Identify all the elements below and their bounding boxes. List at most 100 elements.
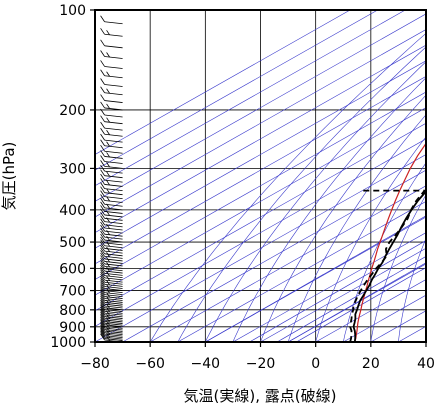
wind-barb [100,271,123,281]
wind-barb-staff [104,329,123,332]
wind-barb-staff [104,211,123,214]
wind-barb [100,326,123,336]
wind-barb-staff [104,335,123,339]
wind-barb [100,218,123,228]
wind-barb-flag [100,230,105,238]
wind-barb-staff [104,175,123,179]
wind-barb-flag [100,321,105,329]
skewed-isotherm [95,10,351,155]
wind-barb-staff [104,305,123,309]
sounding-series [349,142,426,342]
y-tick-label: 1000 [50,335,86,351]
wind-barb-staff [104,292,123,296]
wind-barb-staff [104,156,123,159]
wind-barb-staff [104,256,123,259]
wind-barb-flag [100,108,105,116]
wind-barb-staff [104,336,123,340]
skewed-isotherm [232,232,426,342]
wind-barb-flag [100,299,105,307]
wind-barb-flag [106,180,110,186]
wind-barb-flag [106,117,110,123]
wind-barb-flag [100,252,105,260]
wind-barb-flag [100,267,105,274]
wind-barb-staff [104,192,123,196]
y-tick-label: 700 [59,284,86,300]
dry-adiabat [343,162,426,342]
wind-barb-staff [104,303,123,307]
wind-barb-staff [104,250,123,254]
wind-barb-staff [104,166,123,169]
y-tick-label: 500 [59,235,86,251]
y-tick-label: 600 [59,261,86,277]
wind-barb-flag [100,144,105,152]
wind-barb-flag [100,316,105,324]
wind-barb-staff [104,286,123,289]
x-tick-label: −60 [135,356,165,372]
wind-barb-staff [104,332,123,336]
wind-barb [100,139,123,149]
wind-barb-staff [104,330,123,334]
wind-barb-staff [104,21,123,25]
wind-barb-flag [100,271,105,279]
wind-barb-staff [104,300,123,303]
wind-barb-staff [104,236,123,240]
wind-barb-flag [106,88,110,94]
mixing-ratio-line [249,240,426,342]
wind-barb [100,94,123,103]
wind-barb [100,178,123,187]
skewed-isotherm [95,60,426,249]
wind-barb-flag [100,286,105,293]
wind-barb [100,324,123,334]
wind-barb-staff [104,279,123,283]
wind-barb-flag [100,128,105,135]
wind-barb [100,329,123,339]
wind-barb-flag [100,39,105,47]
wind-barb [100,250,123,259]
wind-barb [100,262,123,272]
wind-barb-flag [100,60,105,67]
series-line-solid-red [354,142,426,342]
wind-barb-flag [100,242,105,249]
wind-barb-staff [104,294,123,298]
y-tick-label: 200 [59,103,86,119]
wind-barb-flag [100,323,105,330]
wind-barb-staff [104,127,123,131]
wind-barb-staff [104,239,123,243]
wind-barb [100,39,123,49]
wind-barb-flag [100,205,105,212]
wind-barb-flag [100,313,105,321]
wind-barb-flag [106,52,110,58]
wind-barb-staff [104,179,123,183]
wind-barb [100,236,123,246]
dry-adiabat [260,94,426,342]
wind-barb-staff [104,133,123,137]
wind-barb-flag [106,188,110,194]
wind-barb [100,313,123,323]
wind-barb-flag [100,310,105,317]
wind-barb-flag [100,169,105,176]
wind-barb-flag [100,164,105,172]
wind-barb-flag [100,315,105,322]
wind-barb [100,247,123,257]
y-tick-label: 800 [59,303,86,319]
series-line-solid [352,190,426,342]
x-tick-label: 40 [417,356,435,372]
wind-barb [100,303,123,313]
wind-barb [100,320,123,329]
dry-adiabat [315,136,426,342]
wind-barb-staff [104,268,123,272]
wind-barb-staff [104,188,123,192]
wind-barb-flag [100,178,105,185]
skewed-isotherm [343,294,426,342]
wind-barb [100,115,123,125]
wind-barb-flag [100,327,105,335]
wind-barb-staff [104,283,123,287]
wind-barb [100,233,123,243]
dry-adiabat [398,237,426,342]
wind-barb-flag [100,221,105,229]
wind-barb [100,155,123,164]
adiabat-lines [95,10,426,342]
wind-barb-staff [104,312,123,316]
wind-barb-staff [104,184,123,187]
